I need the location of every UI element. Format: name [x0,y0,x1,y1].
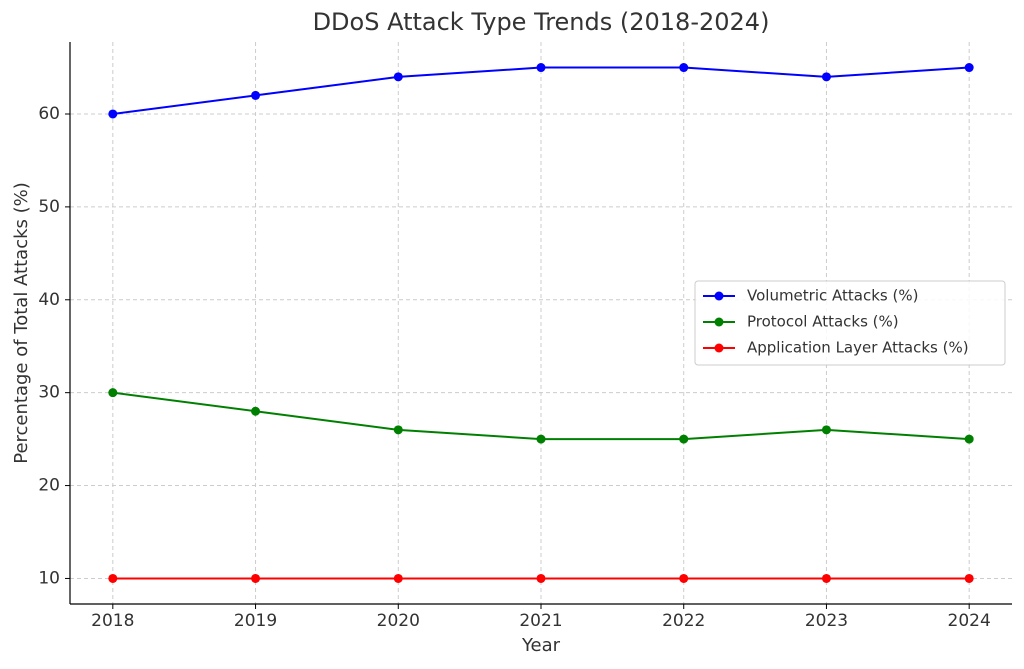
data-point [108,388,118,398]
data-point [108,573,118,583]
y-tick-label: 50 [38,197,60,217]
data-point [536,63,546,73]
x-tick-label: 2024 [948,611,991,631]
x-axis-label: Year [521,635,561,656]
y-tick-label: 10 [38,568,60,588]
chart-title: DDoS Attack Type Trends (2018-2024) [313,8,770,36]
data-point [251,406,261,416]
legend-marker [714,291,724,301]
data-point [964,573,974,583]
data-point [251,573,261,583]
data-point [821,425,831,435]
legend-label: Volumetric Attacks (%) [747,287,918,305]
y-axis-label: Percentage of Total Attacks (%) [11,182,32,464]
y-tick-label: 30 [38,383,60,403]
x-tick-label: 2022 [662,611,705,631]
y-tick-label: 20 [38,476,60,496]
data-point [964,63,974,73]
y-tick-label: 60 [38,104,60,124]
legend-box [694,280,1006,366]
x-tick-label: 2020 [377,611,420,631]
y-tick-label: 40 [38,290,60,310]
legend-marker [714,317,724,327]
legend-label: Application Layer Attacks (%) [747,339,969,357]
data-point [536,573,546,583]
x-tick-label: 2019 [234,611,277,631]
x-tick-label: 2018 [91,611,134,631]
data-point [536,434,546,444]
data-point [679,63,689,73]
data-point [821,573,831,583]
data-point [108,109,118,119]
legend: Volumetric Attacks (%) Protocol Attacks (… [694,280,1006,366]
legend-label: Protocol Attacks (%) [747,313,899,331]
data-point [393,573,403,583]
data-point [393,72,403,82]
x-tick-label: 2021 [519,611,562,631]
data-point [679,573,689,583]
data-point [251,90,261,100]
data-point [964,434,974,444]
data-point [821,72,831,82]
data-point [393,425,403,435]
legend-marker [714,343,724,353]
data-point [679,434,689,444]
x-tick-label: 2023 [805,611,848,631]
